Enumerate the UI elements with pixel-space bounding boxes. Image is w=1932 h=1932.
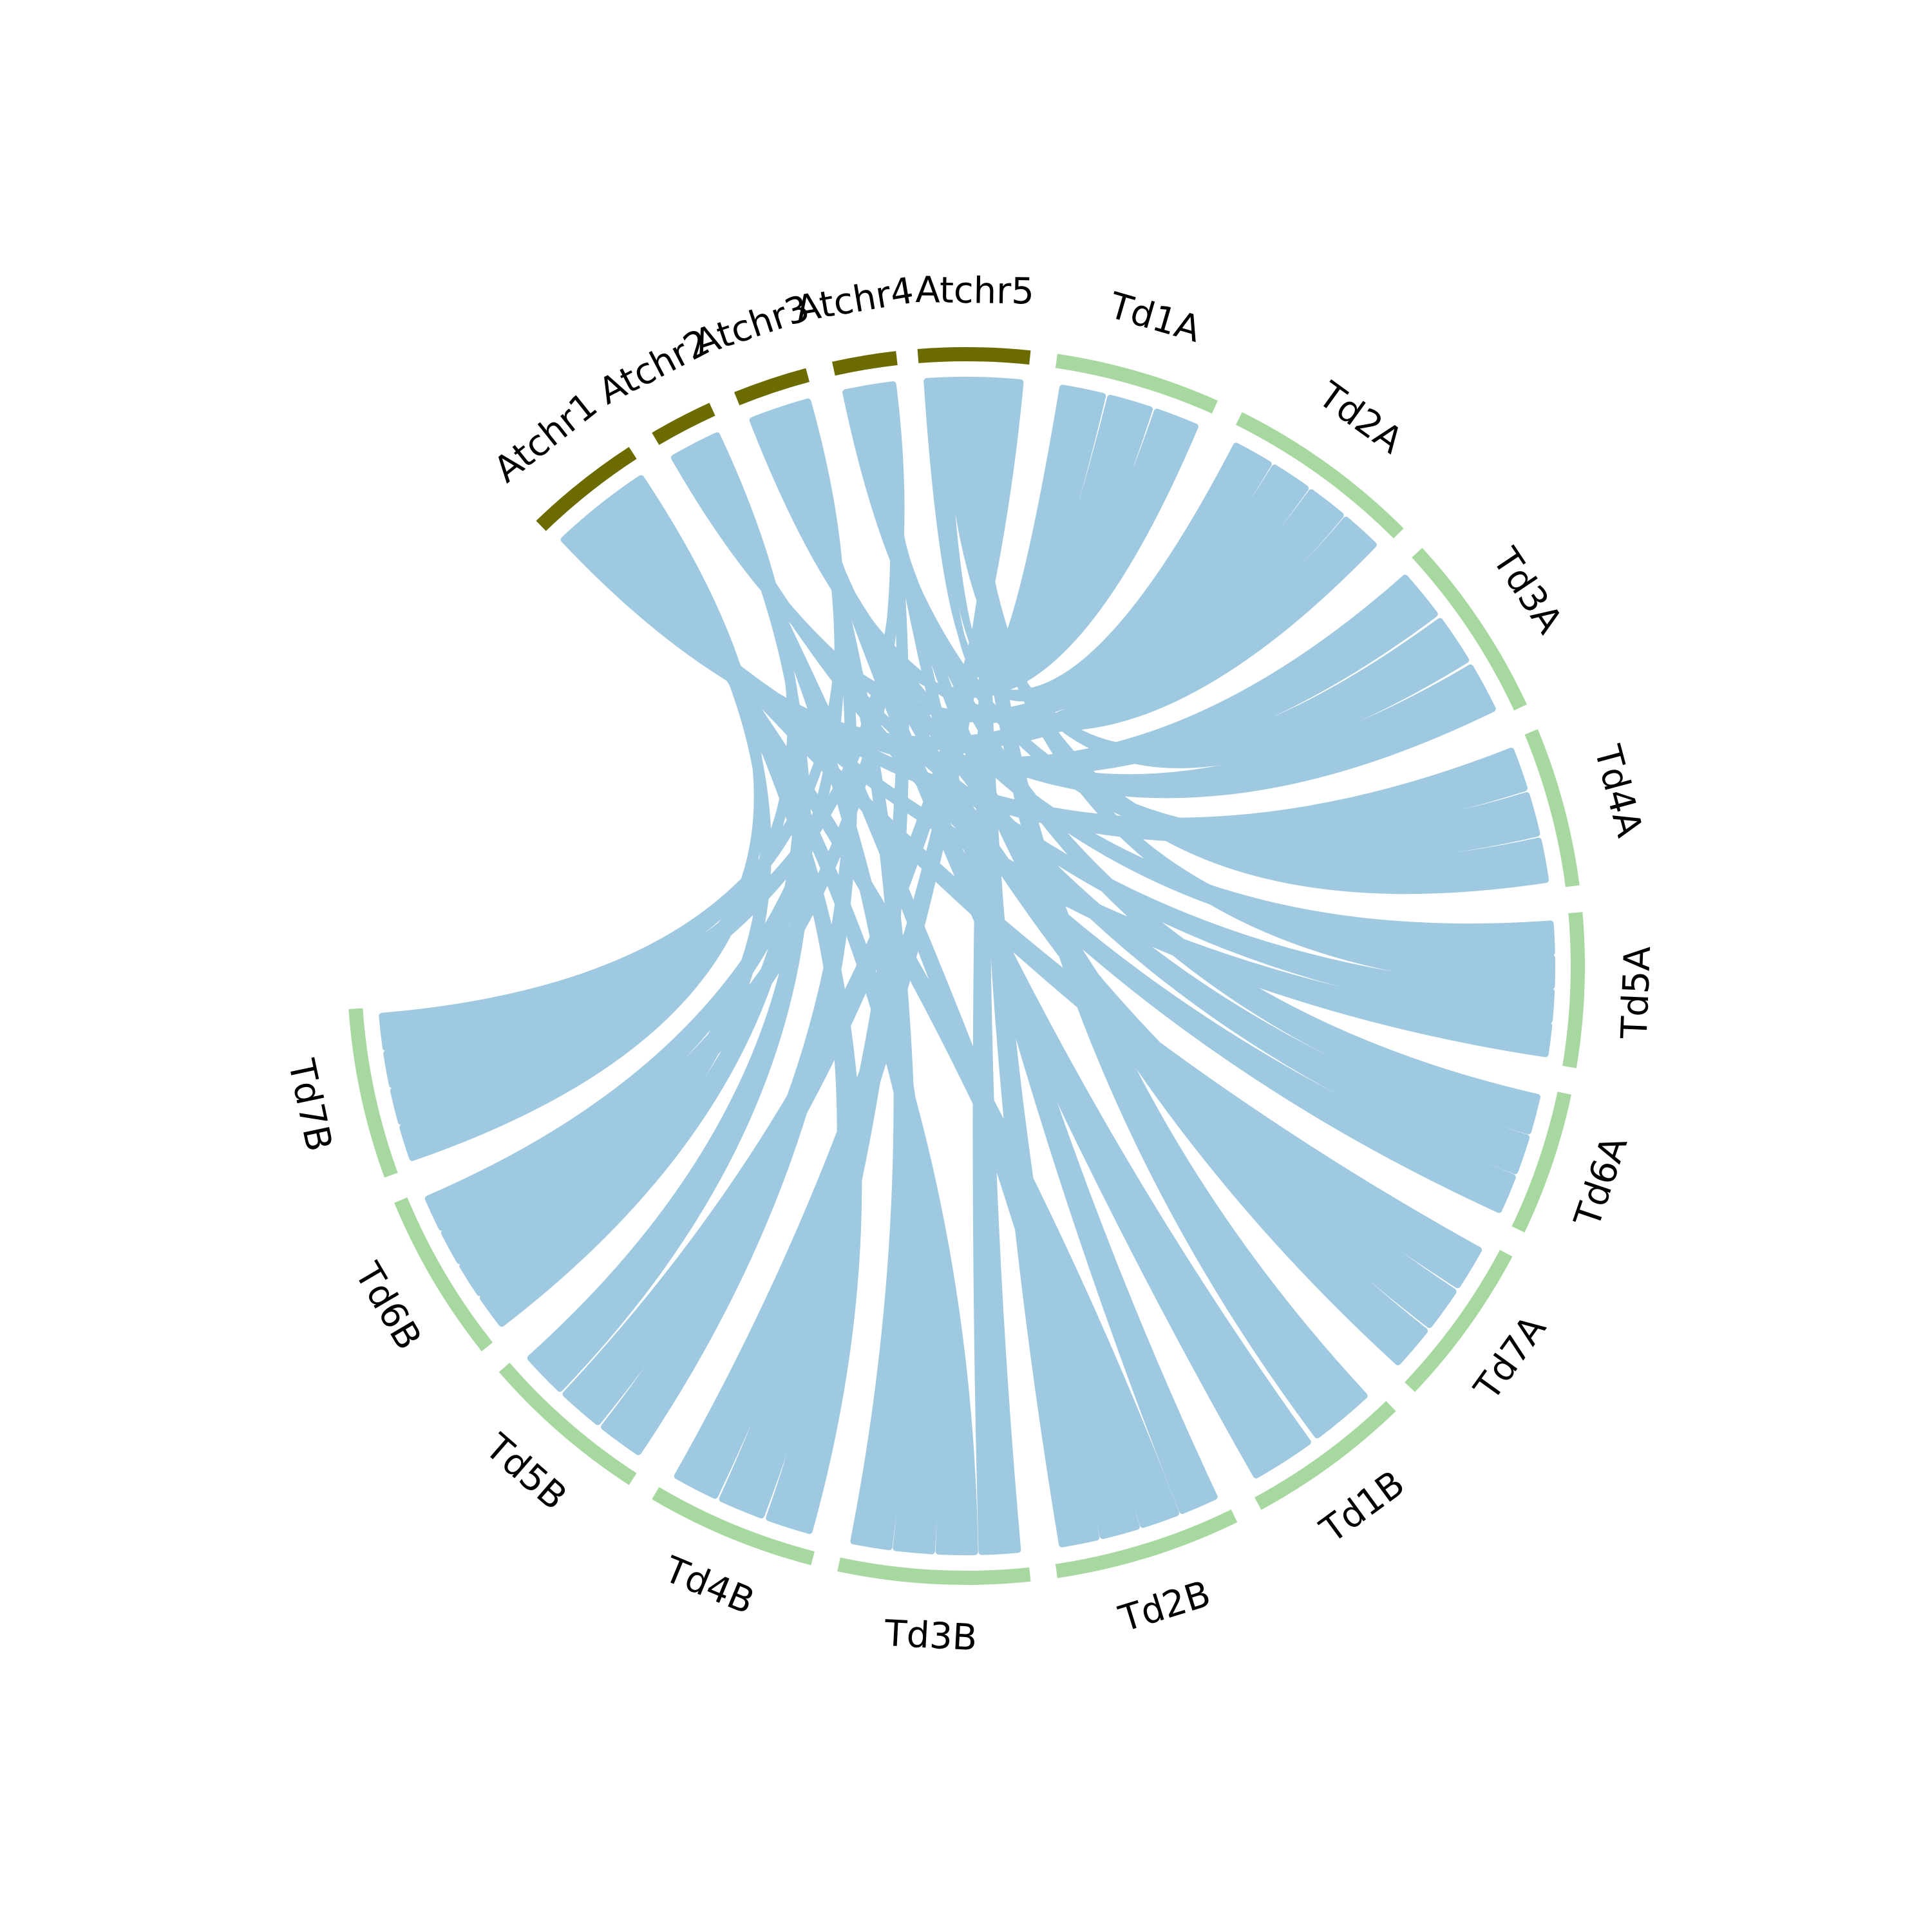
ideogram-td3b	[837, 1557, 1031, 1586]
synteny-link-td7b-atchr1	[399, 475, 764, 1161]
synteny-link-td2a-atchr3	[755, 413, 1377, 732]
ideogram-atchr1	[536, 447, 637, 531]
chromosome-ideograms	[348, 347, 1585, 1586]
ideogram-td5a	[1562, 912, 1585, 1068]
synteny-link-td3a-atchr2	[676, 450, 1496, 799]
ideogram-td2b	[1055, 1509, 1238, 1578]
ideogram-td4b	[652, 1487, 815, 1566]
label-td5a: Td5A	[1614, 945, 1660, 1040]
synteny-link-td3a-atchr1	[568, 524, 1438, 775]
ideogram-td6a	[1511, 1092, 1571, 1233]
synteny-link-td5a-atchr5	[961, 377, 1555, 990]
synteny-link-td7b-atchr4	[383, 381, 905, 1088]
synteny-link-td6a-atchr4	[854, 386, 1540, 1135]
synteny-link-td6b-atchr3	[424, 400, 845, 1231]
synteny-link-td3b-atchr5	[972, 377, 1021, 1555]
ideogram-atchr5	[917, 347, 1031, 365]
synteny-link-td5b-atchr5	[562, 378, 1024, 1425]
ideogram-td7a	[1405, 1249, 1513, 1392]
synteny-link-td1b-atchr5	[971, 377, 1368, 1439]
synteny-link-td6b-atchr2	[480, 434, 806, 1327]
ideogram-td4a	[1524, 729, 1580, 887]
label-atchr5: Atchr5	[915, 269, 1034, 312]
synteny-link-td2a-atchr2	[670, 452, 1309, 723]
ideogram-td3a	[1412, 547, 1527, 711]
synteny-link-td1b-atchr3	[777, 405, 1311, 1479]
synteny-link-td7b-atchr3	[379, 398, 846, 1051]
synteny-link-td6a-atchr2	[685, 444, 1516, 1213]
synteny-links	[379, 377, 1555, 1556]
synteny-link-td7a-atchr4	[860, 384, 1428, 1366]
synteny-link-td4a-atchr4	[848, 386, 1540, 862]
synteny-link-td6a-atchr3	[766, 409, 1530, 1175]
synteny-link-td6b-atchr4	[440, 382, 901, 1264]
ideogram-td1a	[1055, 354, 1218, 414]
ideogram-atchr3	[734, 368, 810, 406]
ideogram-td5b	[498, 1363, 637, 1485]
ideogram-atchr4	[831, 351, 898, 376]
synteny-link-td4b-atchr5	[674, 377, 1014, 1499]
synteny-link-td2b-atchr5	[978, 377, 1100, 1548]
synteny-link-td5b-atchr2	[527, 437, 811, 1392]
synteny-link-td5a-atchr2	[680, 447, 1555, 1024]
ideogram-td2a	[1235, 412, 1404, 539]
ideogram-atchr2	[652, 402, 715, 445]
synteny-link-td3b-atchr3	[782, 403, 916, 1551]
ideogram-td1b	[1255, 1401, 1396, 1510]
synteny-link-td4a-atchr5	[952, 377, 1549, 895]
synteny-link-td3a-atchr5	[942, 377, 1470, 768]
ideogram-td7b	[348, 1008, 398, 1178]
synteny-link-td2b-atchr4	[866, 384, 1218, 1514]
label-td3b: Td3B	[883, 1613, 978, 1659]
ideogram-td6b	[394, 1197, 493, 1352]
